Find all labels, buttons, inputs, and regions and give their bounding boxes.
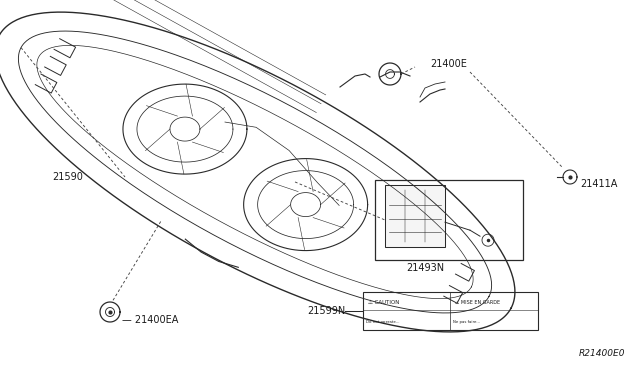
Text: R21400E0: R21400E0: [579, 350, 625, 359]
Text: Ne pas faire...: Ne pas faire...: [453, 320, 480, 324]
Text: Do not operate...: Do not operate...: [366, 320, 399, 324]
Bar: [363, 292, 538, 330]
Bar: [375, 180, 523, 260]
Text: — 21400EA: — 21400EA: [122, 315, 179, 325]
Text: 21493N: 21493N: [406, 263, 444, 273]
Text: 21590: 21590: [52, 172, 83, 182]
Text: 21599N: 21599N: [307, 306, 345, 316]
Text: ⚠ MISE EN GARDE: ⚠ MISE EN GARDE: [455, 300, 500, 305]
Text: 21411A: 21411A: [580, 179, 618, 189]
Text: 21400E: 21400E: [430, 59, 467, 69]
Bar: [385, 185, 445, 247]
Text: ⚠ CAUTION: ⚠ CAUTION: [368, 300, 399, 305]
